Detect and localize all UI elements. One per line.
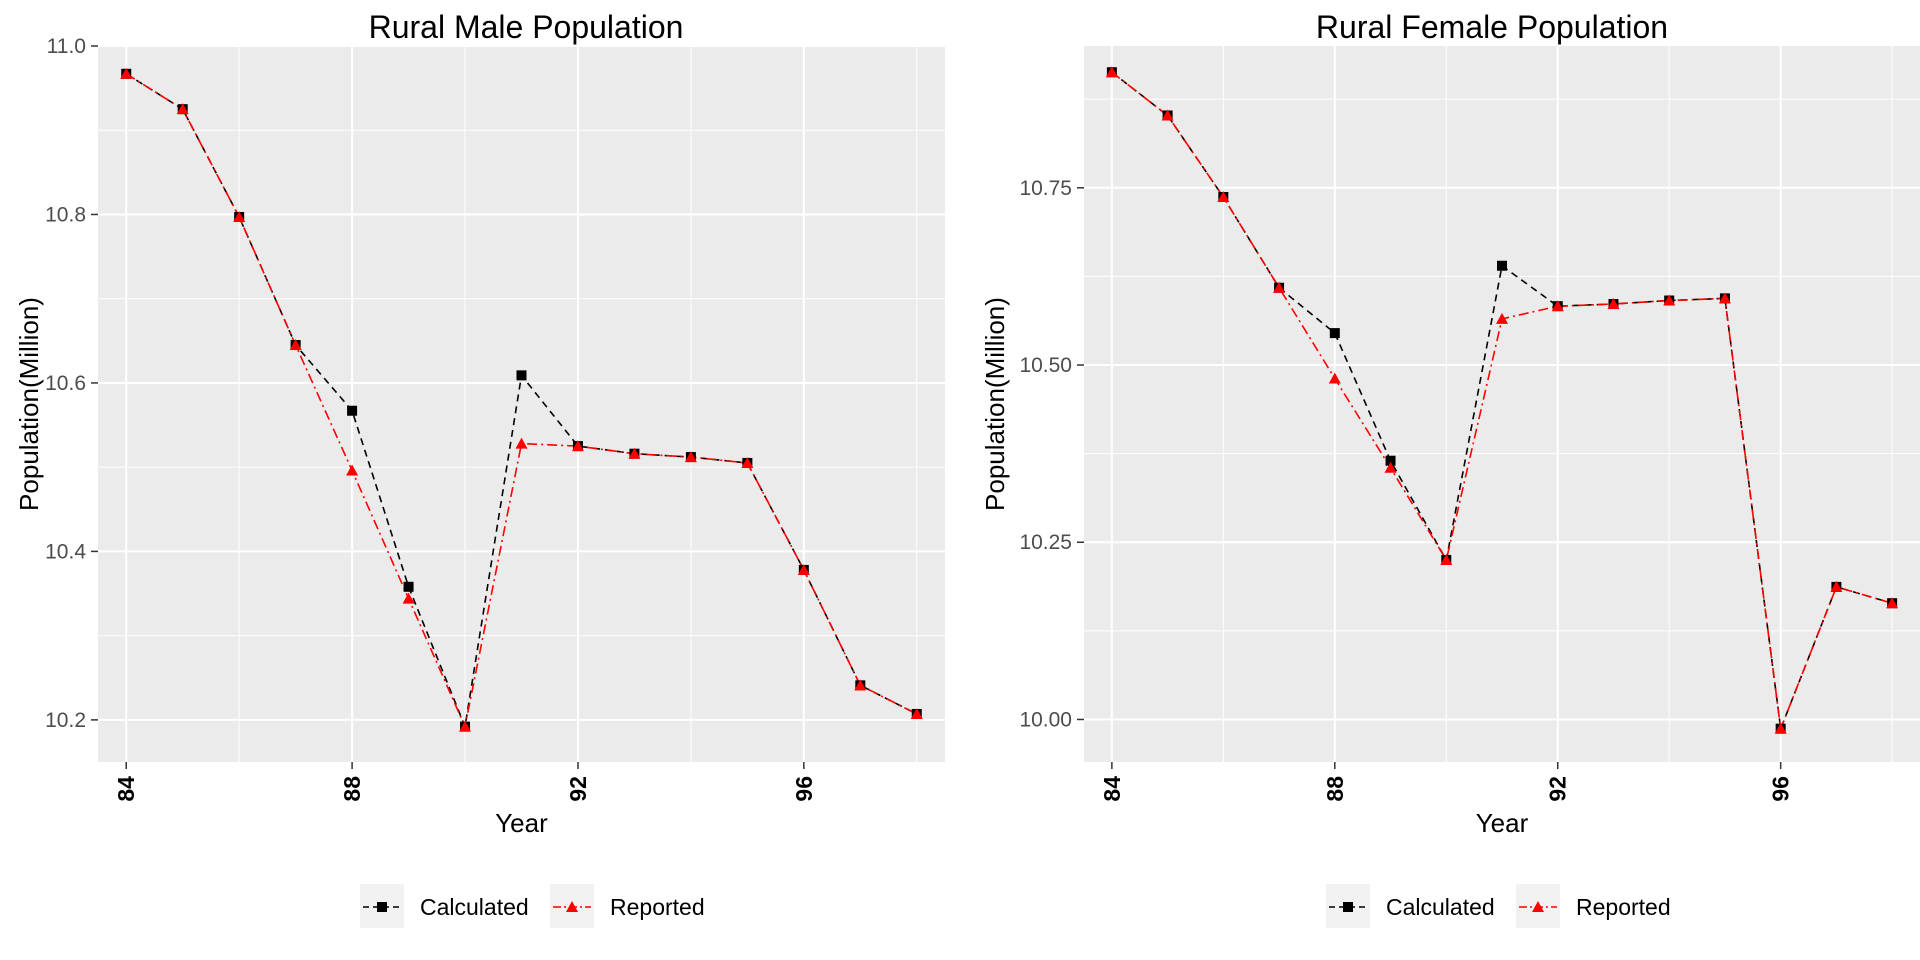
data-point-reported — [1830, 580, 1843, 592]
data-point-reported — [1105, 66, 1118, 78]
data-point-reported — [459, 720, 472, 732]
data-point-reported — [1273, 281, 1286, 293]
x-tick-label: 92 — [565, 776, 591, 802]
x-tick-label: 84 — [113, 776, 139, 802]
data-point-reported — [289, 339, 302, 351]
data-point-reported — [1607, 298, 1620, 310]
y-tick-label: 10.8 — [45, 203, 86, 226]
panel-2: 10.00 10.25 10.50 10.75 84 88 92 96 Rural Female… — [980, 9, 1920, 928]
data-point-reported — [1551, 300, 1564, 312]
data-point-calculated — [516, 370, 527, 381]
legend: Calculated Reported — [1326, 884, 1671, 928]
legend-square-icon — [1343, 902, 1353, 912]
y-axis-title: Population(Million) — [14, 297, 44, 511]
data-point-reported — [346, 464, 359, 476]
y-tick-label: 11.0 — [47, 35, 86, 58]
data-point-calculated — [1329, 328, 1340, 339]
legend-triangle-icon — [1532, 901, 1544, 912]
data-point-reported — [1774, 722, 1787, 734]
plot-background — [98, 46, 945, 762]
data-point-reported — [233, 210, 246, 222]
x-axis-title: Year — [1476, 808, 1529, 838]
x-tick-label: 96 — [1768, 776, 1794, 802]
plot-background — [1084, 46, 1920, 762]
y-tick-label: 10.4 — [45, 540, 86, 563]
data-point-calculated — [347, 405, 358, 416]
x-tick-label: 96 — [791, 776, 817, 802]
chart-title: Rural Female Population — [1316, 9, 1668, 45]
legend-label-reported: Reported — [610, 894, 705, 920]
legend-label-calculated: Calculated — [420, 894, 529, 920]
data-point-reported — [1440, 553, 1453, 565]
data-point-reported — [402, 592, 415, 604]
data-point-reported — [854, 679, 867, 691]
x-tick-label: 84 — [1099, 776, 1125, 802]
y-tick-label: 10.25 — [1019, 531, 1072, 554]
data-point-reported — [120, 67, 133, 79]
data-point-calculated — [1385, 455, 1396, 466]
data-point-reported — [628, 447, 641, 459]
data-point-reported — [741, 456, 754, 468]
data-point-reported — [1718, 292, 1731, 304]
legend-label-reported: Reported — [1576, 894, 1671, 920]
data-point-reported — [176, 103, 189, 115]
chart-title: Rural Male Population — [369, 9, 684, 45]
y-tick-label: 10.75 — [1019, 177, 1072, 200]
data-point-reported — [910, 707, 923, 719]
y-tick-label: 10.50 — [1019, 354, 1072, 377]
data-point-reported — [684, 451, 697, 463]
y-axis-title: Population(Million) — [980, 297, 1010, 511]
y-tick-label: 10.00 — [1019, 708, 1072, 731]
x-tick-label: 92 — [1545, 776, 1571, 802]
y-tick-label: 10.6 — [45, 372, 86, 395]
data-point-reported — [797, 563, 810, 575]
data-point-calculated — [1497, 260, 1507, 271]
legend-square-icon — [377, 902, 387, 912]
data-point-reported — [1663, 294, 1676, 306]
legend: Calculated Reported — [360, 884, 705, 928]
data-point-reported — [1217, 190, 1230, 202]
data-point-reported — [1496, 312, 1508, 324]
data-point-reported — [515, 437, 528, 449]
x-axis-title: Year — [495, 808, 548, 838]
data-point-calculated — [403, 581, 414, 592]
legend-label-calculated: Calculated — [1386, 894, 1495, 920]
data-point-reported — [1328, 372, 1341, 384]
data-point-reported — [1886, 597, 1899, 609]
legend-triangle-icon — [566, 901, 578, 912]
x-tick-label: 88 — [339, 776, 365, 802]
data-point-reported — [1384, 461, 1397, 473]
data-point-reported — [1161, 109, 1174, 121]
data-point-reported — [571, 440, 584, 452]
x-tick-label: 88 — [1322, 776, 1348, 802]
y-tick-label: 10.2 — [45, 709, 86, 732]
panel-1: 10.2 10.4 10.6 10.8 11.0 84 88 92 96 Rural Male P… — [14, 9, 945, 928]
